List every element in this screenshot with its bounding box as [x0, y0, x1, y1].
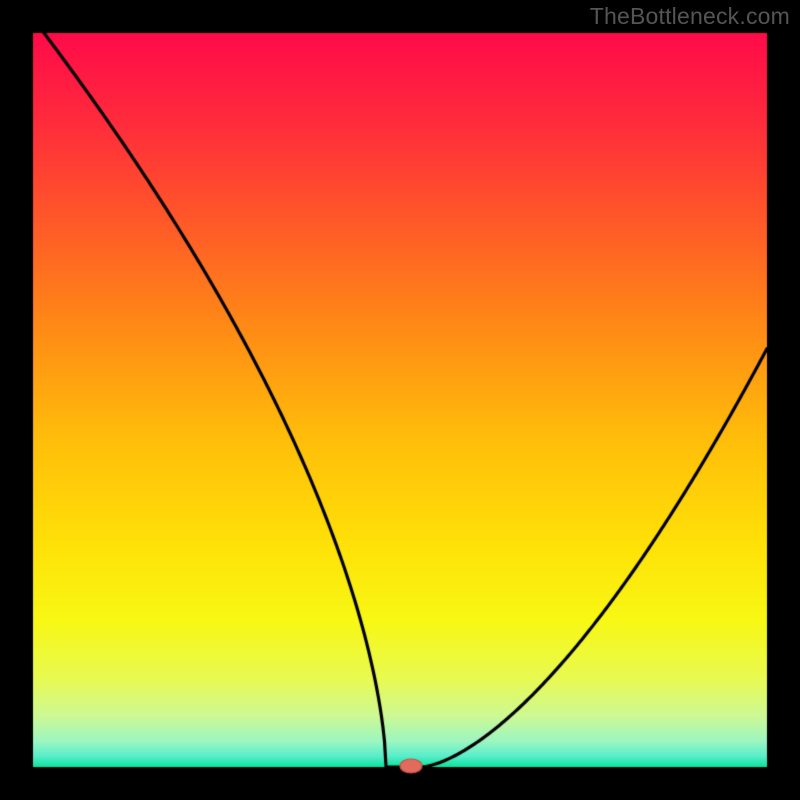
watermark-text: TheBottleneck.com: [590, 3, 790, 30]
bottleneck-chart-canvas: [0, 0, 800, 800]
